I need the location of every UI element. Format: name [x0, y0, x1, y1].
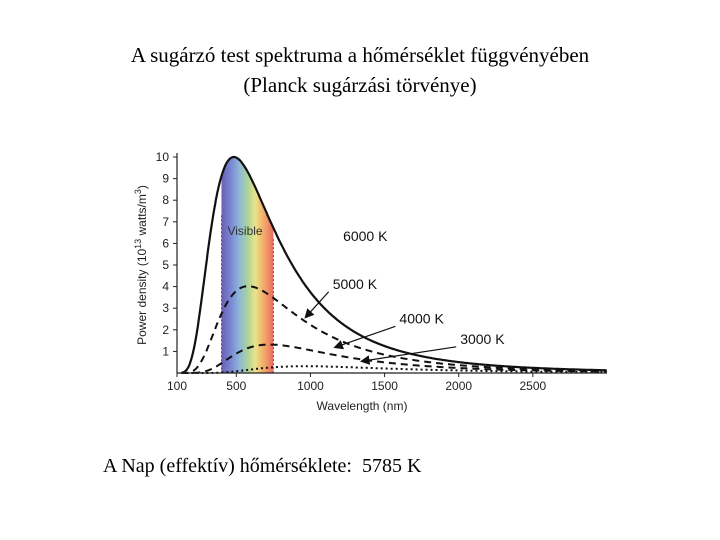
x-tick-label: 2000 [445, 379, 472, 393]
y-tick-label: 3 [162, 301, 169, 315]
title-line-1: A sugárzó test spektruma a hőmérséklet f… [130, 43, 590, 67]
y-axis-title: Power density (1013 watts/m3) [133, 185, 149, 345]
x-tick-label: 2500 [520, 379, 547, 393]
y-tick-label: 10 [156, 150, 170, 164]
y-tick-label: 1 [162, 344, 169, 358]
x-axis-title: Wavelength (nm) [317, 399, 408, 413]
visible-band-fill [221, 157, 274, 373]
y-tick-label: 6 [162, 236, 169, 250]
arrow-5000k [304, 291, 330, 319]
y-tick-label: 8 [162, 193, 169, 207]
sun-temperature-note: A Nap (effektív) hőmérséklete: 5785 K [103, 455, 422, 477]
y-tick-label: 5 [162, 258, 169, 272]
y-tick-label: 7 [162, 215, 169, 229]
arrow-4000k [333, 325, 396, 350]
label-6000k: 6000 K [343, 228, 388, 244]
title-line-2: (Planck sugárzási törvénye) [243, 73, 477, 97]
y-tick-label: 9 [162, 172, 169, 186]
curve-4000k [181, 343, 607, 374]
x-tick-label: 100 [167, 379, 187, 393]
arrow-3000k [359, 346, 457, 365]
x-tick-label: 500 [226, 379, 246, 393]
visible-band-label: Visible [227, 224, 262, 238]
curve-3000k [181, 365, 607, 374]
label-3000k: 3000 K [460, 331, 505, 347]
y-tick-label: 4 [162, 280, 169, 294]
visible-band: Visible [220, 157, 274, 373]
x-tick-label: 1000 [297, 379, 324, 393]
label-4000k: 4000 K [399, 310, 444, 326]
curve-6000k [181, 155, 607, 374]
page-title: A sugárzó test spektruma a hőmérséklet f… [60, 40, 660, 100]
y-tick-label: 2 [162, 323, 169, 337]
label-5000k: 5000 K [333, 276, 378, 292]
labels: 6000 K 5000 K 4000 K 3000 K [304, 228, 505, 365]
x-tick-label: 1500 [371, 379, 398, 393]
axes: 1 2 3 4 5 6 7 8 9 10 100 500 1000 1500 2000 2500 Wavelen… [133, 150, 607, 413]
